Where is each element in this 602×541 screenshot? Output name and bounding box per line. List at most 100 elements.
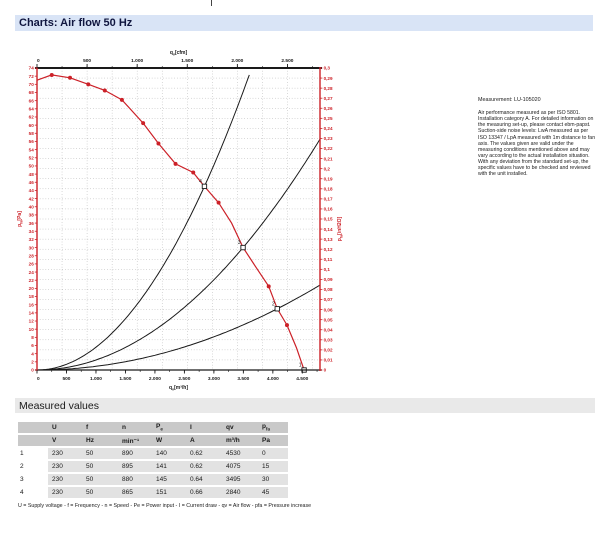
svg-text:0: 0	[37, 376, 40, 382]
svg-text:62: 62	[29, 115, 35, 120]
table-cell: 50	[82, 448, 118, 459]
svg-text:0: 0	[37, 58, 40, 64]
svg-text:0,1: 0,1	[324, 267, 331, 272]
column-unit: Hz	[82, 435, 118, 446]
svg-text:0,18: 0,18	[324, 187, 333, 192]
svg-text:20: 20	[29, 286, 35, 291]
svg-text:36: 36	[29, 221, 35, 226]
table-row: 2 230 50 895 141 0.62 4075 15	[18, 461, 288, 472]
column-header: f	[82, 422, 118, 433]
table-cell: 230	[48, 461, 82, 472]
svg-text:1.500: 1.500	[119, 376, 131, 382]
fan-curve: 1 2 3 4	[36, 72, 307, 373]
svg-text:0,14: 0,14	[324, 227, 333, 232]
svg-text:22: 22	[29, 278, 35, 283]
table-cell: 141	[152, 461, 186, 472]
svg-text:0,05: 0,05	[324, 317, 333, 322]
svg-text:0,26: 0,26	[324, 106, 333, 111]
svg-text:74: 74	[29, 66, 35, 71]
svg-text:42: 42	[29, 196, 35, 201]
table-cell: 2840	[222, 487, 258, 498]
svg-text:34: 34	[29, 229, 35, 234]
svg-text:500: 500	[62, 376, 70, 382]
svg-text:16: 16	[29, 302, 35, 307]
measurement-notes-body: Air performance measured as per ISO 5801…	[478, 110, 596, 178]
svg-text:2.000: 2.000	[231, 58, 243, 64]
table-cell: 50	[82, 474, 118, 485]
table-cell: 140	[152, 448, 186, 459]
column-header: Pe	[152, 422, 186, 433]
system-curves	[36, 74, 321, 371]
svg-text:32: 32	[29, 237, 35, 242]
column-header: pfa	[258, 422, 288, 433]
table-cell: 0.62	[186, 448, 222, 459]
table-cell: 0.64	[186, 474, 222, 485]
row-number-cell: 4	[20, 489, 24, 496]
svg-text:2.500: 2.500	[281, 58, 293, 64]
svg-text:3.500: 3.500	[237, 376, 249, 382]
svg-text:0,12: 0,12	[324, 247, 333, 252]
table-cell: 15	[258, 461, 288, 472]
table-cell: 3495	[222, 474, 258, 485]
svg-text:60: 60	[29, 123, 35, 128]
table-cell: 0	[258, 448, 288, 459]
svg-text:54: 54	[29, 147, 35, 152]
svg-text:1.000: 1.000	[90, 376, 102, 382]
column-unit: m³/h	[222, 435, 258, 446]
svg-text:4: 4	[31, 351, 34, 356]
measurement-id: Measurement: LU-105020	[478, 97, 541, 103]
svg-text:26: 26	[29, 262, 35, 267]
section-title-charts: Charts: Air flow 50 Hz	[19, 17, 133, 29]
row-number-cell: 3	[20, 476, 24, 483]
svg-text:2: 2	[272, 301, 275, 307]
svg-text:30: 30	[29, 245, 35, 250]
svg-text:56: 56	[29, 139, 35, 144]
svg-text:0,15: 0,15	[324, 217, 333, 222]
svg-text:2.000: 2.000	[149, 376, 161, 382]
svg-text:52: 52	[29, 155, 35, 160]
table-cell: 30	[258, 474, 288, 485]
svg-text:70: 70	[29, 82, 35, 87]
svg-text:0,22: 0,22	[324, 146, 333, 151]
table-cell: 230	[48, 448, 82, 459]
table-footnote: U = Supply voltage - f = Frequency - n =…	[18, 503, 312, 509]
svg-text:24: 24	[29, 270, 35, 275]
svg-text:4.500: 4.500	[296, 376, 308, 382]
svg-text:3: 3	[238, 240, 241, 246]
svg-text:0,2: 0,2	[324, 166, 331, 171]
column-header: n	[118, 422, 152, 433]
measurement-notes: Measurement: LU-105020 Air performance m…	[478, 97, 597, 177]
table-cell: 890	[118, 448, 152, 459]
column-unit: Pa	[258, 435, 288, 446]
svg-text:0,25: 0,25	[324, 116, 333, 121]
svg-text:0,06: 0,06	[324, 307, 333, 312]
svg-text:1: 1	[299, 363, 302, 369]
svg-text:50: 50	[29, 164, 35, 169]
svg-text:500: 500	[83, 58, 91, 64]
svg-text:48: 48	[29, 172, 35, 177]
table-cell: 0.62	[186, 461, 222, 472]
column-header: qv	[222, 422, 258, 433]
svg-text:10: 10	[29, 327, 35, 332]
svg-text:0,08: 0,08	[324, 287, 333, 292]
svg-text:18: 18	[29, 294, 35, 299]
svg-text:68: 68	[29, 90, 35, 95]
svg-text:0,19: 0,19	[324, 176, 333, 181]
table-cell: 45	[258, 487, 288, 498]
table-cell: 230	[48, 487, 82, 498]
column-unit: min⁻¹	[118, 435, 152, 446]
column-header: I	[186, 422, 222, 433]
svg-text:0,28: 0,28	[324, 86, 333, 91]
svg-text:28: 28	[29, 253, 35, 258]
svg-text:0: 0	[324, 368, 327, 373]
svg-text:2.500: 2.500	[178, 376, 190, 382]
column-unit: V	[48, 435, 82, 446]
svg-text:0,27: 0,27	[324, 96, 333, 101]
svg-text:44: 44	[29, 188, 35, 193]
svg-text:0,01: 0,01	[324, 358, 333, 363]
table-row: 3 230 50 880 145 0.64 3495 30	[18, 474, 288, 485]
svg-text:0,07: 0,07	[324, 297, 333, 302]
row-number-cell: 2	[20, 463, 24, 470]
svg-text:1.000: 1.000	[131, 58, 143, 64]
